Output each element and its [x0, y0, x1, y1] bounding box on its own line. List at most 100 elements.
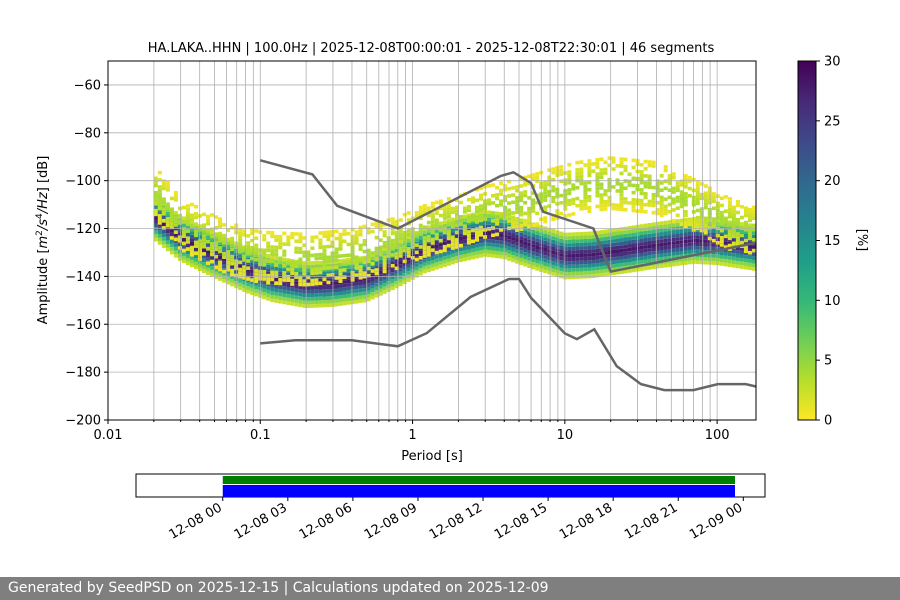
psd-cell	[338, 284, 343, 288]
psd-cell	[214, 254, 219, 259]
psd-cell	[523, 222, 528, 227]
psd-cell	[663, 208, 668, 212]
psd-cell	[587, 249, 592, 254]
psd-cell	[523, 248, 528, 253]
psd-cell	[727, 263, 732, 267]
psd-cell	[567, 180, 572, 185]
psd-cell	[579, 242, 584, 247]
psd-cell	[238, 257, 243, 262]
psd-cell	[294, 246, 299, 251]
psd-cell	[398, 218, 403, 222]
psd-cell	[278, 238, 283, 243]
psd-cell	[218, 267, 223, 272]
psd-cell	[659, 246, 664, 251]
psd-cell	[523, 234, 528, 238]
psd-cell	[294, 239, 299, 243]
psd-cell	[250, 245, 255, 250]
psd-cell	[414, 238, 419, 242]
psd-cell	[559, 256, 564, 261]
psd-cell	[274, 292, 279, 296]
psd-cell	[314, 267, 319, 272]
psd-cell	[683, 232, 688, 237]
psd-cell	[334, 254, 339, 259]
psd-cell	[555, 241, 560, 245]
psd-cell	[326, 299, 331, 304]
psd-cell	[659, 250, 664, 254]
timeline-tick-label: 12-08 12	[427, 500, 485, 542]
psd-cell	[406, 267, 411, 272]
psd-cell	[679, 243, 684, 248]
psd-cell	[165, 216, 170, 221]
psd-cell	[366, 290, 371, 295]
psd-cell	[294, 264, 299, 269]
psd-cell	[326, 255, 331, 260]
psd-cell	[607, 261, 612, 265]
psd-cell	[366, 248, 371, 253]
psd-cell	[446, 207, 451, 212]
psd-cell	[438, 261, 443, 265]
psd-cell	[567, 239, 572, 244]
psd-cell	[226, 267, 231, 272]
psd-cell	[310, 278, 315, 283]
psd-cell	[230, 250, 235, 255]
psd-cell	[342, 294, 347, 299]
psd-cell	[571, 197, 576, 202]
timeline-tick-label: 12-08 06	[297, 500, 355, 542]
psd-cell	[563, 232, 568, 237]
psd-cell	[711, 261, 716, 265]
psd-cell	[675, 219, 680, 223]
psd-cell	[434, 225, 439, 230]
psd-cell	[687, 186, 692, 191]
psd-cell	[587, 195, 592, 199]
psd-cell	[675, 222, 680, 227]
psd-cell	[699, 235, 704, 240]
psd-cell	[286, 287, 291, 291]
psd-cell	[350, 256, 355, 261]
psd-cell	[583, 271, 588, 275]
psd-cell	[499, 211, 504, 216]
psd-cell	[675, 244, 680, 248]
psd-cell	[627, 254, 632, 259]
psd-cell	[165, 247, 170, 252]
psd-cell	[418, 268, 423, 272]
psd-cell	[322, 255, 327, 260]
psd-cell	[499, 222, 504, 227]
psd-cell	[354, 259, 359, 263]
y-tick-label: −80	[74, 126, 101, 141]
psd-cell	[238, 249, 243, 254]
psd-cell	[242, 268, 247, 273]
x-axis-label: Period [s]	[401, 449, 463, 464]
psd-cell	[246, 252, 251, 256]
psd-cell	[462, 254, 467, 258]
psd-cell	[555, 273, 560, 277]
psd-cell	[535, 249, 540, 253]
psd-cell	[667, 245, 672, 249]
psd-cell	[334, 263, 339, 267]
psd-cell	[647, 244, 652, 249]
psd-cell	[350, 234, 355, 239]
psd-cell	[314, 281, 319, 286]
psd-cell	[543, 198, 548, 202]
psd-cell	[631, 198, 636, 202]
psd-cell	[643, 184, 648, 189]
psd-cell	[394, 281, 399, 285]
psd-cell	[547, 270, 552, 275]
psd-cell	[527, 217, 532, 222]
psd-cell	[531, 236, 536, 241]
psd-cell	[647, 251, 652, 256]
psd-cell	[527, 221, 532, 225]
psd-cell	[474, 220, 479, 224]
psd-cell	[619, 160, 624, 165]
psd-cell	[262, 270, 267, 274]
psd-cell	[683, 228, 688, 233]
psd-cell	[587, 159, 592, 163]
psd-cell	[338, 236, 343, 240]
psd-cell	[511, 225, 516, 230]
psd-cell	[418, 264, 423, 269]
psd-cell	[173, 246, 178, 251]
psd-cell	[322, 230, 327, 235]
psd-cell	[326, 296, 331, 300]
psd-cell	[266, 281, 271, 285]
psd-cell	[398, 268, 403, 272]
psd-cell	[466, 245, 471, 250]
